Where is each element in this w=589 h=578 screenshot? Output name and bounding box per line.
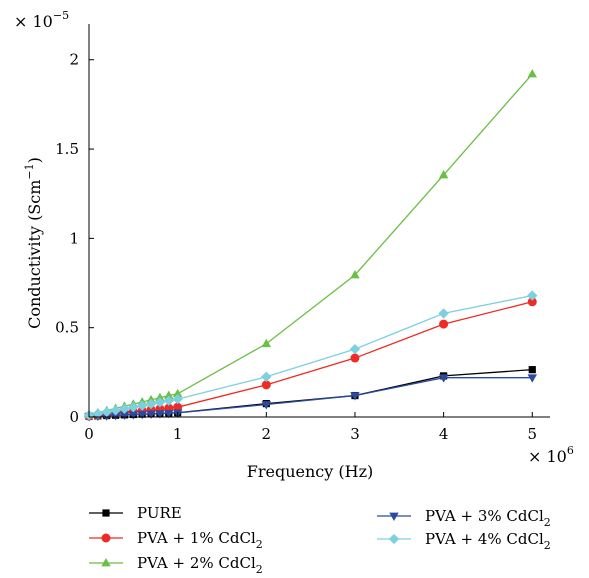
y-tick-label: 2 <box>69 51 79 69</box>
legend-label: PURE <box>137 504 182 522</box>
y-tick-label: 1.5 <box>55 140 79 158</box>
legend-marker <box>101 533 111 543</box>
data-point <box>527 374 537 383</box>
data-point <box>128 411 139 420</box>
x-tick-label: 2 <box>262 425 272 443</box>
legend-item: PVA + 3% CdCl2 <box>377 507 551 529</box>
y-tick-label: 1 <box>69 229 79 247</box>
x-multiplier-label: × 106 <box>528 444 574 466</box>
data-point <box>438 374 449 383</box>
data-point <box>173 402 183 412</box>
data-point <box>350 353 360 363</box>
data-point <box>101 406 112 418</box>
legend-item: PVA + 1% CdCl2 <box>89 529 263 551</box>
series-line <box>88 73 533 416</box>
y-tick-label: 0.5 <box>55 319 79 337</box>
data-point <box>349 343 361 355</box>
x-tick-label: 4 <box>439 425 449 443</box>
data-point <box>137 410 147 420</box>
legend-label: PVA + 1% CdCl2 <box>137 529 263 551</box>
x-tick-label: 5 <box>527 425 537 443</box>
data-point <box>528 366 536 374</box>
data-point <box>146 410 156 419</box>
data-point <box>172 388 183 398</box>
data-point <box>119 403 130 414</box>
y-tick-label: 0 <box>69 408 79 426</box>
data-point <box>439 319 449 329</box>
legend-marker <box>102 509 110 517</box>
data-point <box>261 380 271 390</box>
legend-marker <box>389 512 399 521</box>
data-point <box>527 290 538 301</box>
data-point <box>350 392 360 401</box>
legend-item: PURE <box>89 504 182 522</box>
data-point <box>119 411 130 420</box>
data-point <box>261 371 272 382</box>
data-point <box>527 297 537 307</box>
data-point <box>438 308 449 319</box>
data-point <box>527 69 537 78</box>
data-point <box>154 397 166 408</box>
data-point <box>137 400 148 411</box>
legend: PURE PVA + 1% CdCl2 PVA + 2% CdCl2 PVA + 3%… <box>89 504 551 576</box>
data-point <box>128 402 139 413</box>
legend-label: PVA + 4% CdCl2 <box>425 530 551 552</box>
data-point <box>438 169 449 179</box>
legend-marker <box>388 533 400 545</box>
data-point <box>172 393 183 405</box>
legend-marker <box>101 558 111 567</box>
plot-area <box>83 69 538 422</box>
y-multiplier-label: × 10−5 <box>14 9 69 31</box>
legend-item: PVA + 4% CdCl2 <box>377 530 551 552</box>
data-point <box>164 409 174 419</box>
x-tick-label: 1 <box>173 425 183 443</box>
series-4 <box>83 290 538 421</box>
data-point <box>145 398 157 410</box>
x-tick-label: 3 <box>350 425 360 443</box>
x-tick-label: 0 <box>84 425 94 443</box>
data-point <box>350 270 360 279</box>
data-point <box>92 408 104 419</box>
series-line <box>88 294 533 416</box>
data-point <box>163 395 174 406</box>
data-point <box>261 338 272 348</box>
data-point <box>110 412 121 421</box>
legend-label: PVA + 2% CdCl2 <box>137 554 263 576</box>
data-point <box>110 405 121 416</box>
x-axis-title: Frequency (Hz) <box>247 462 374 481</box>
legend-item: PVA + 2% CdCl2 <box>89 554 263 576</box>
data-point <box>155 410 165 419</box>
data-point <box>155 392 165 402</box>
data-point <box>261 401 272 410</box>
legend-label: PVA + 3% CdCl2 <box>425 507 551 529</box>
series-2 <box>84 69 537 419</box>
axes: 0 1 2 3 4 5 0 0.5 1 1.5 2 <box>55 24 550 443</box>
data-point <box>164 390 174 399</box>
y-axis-title: Conductivity (Scm−1) <box>23 157 44 329</box>
